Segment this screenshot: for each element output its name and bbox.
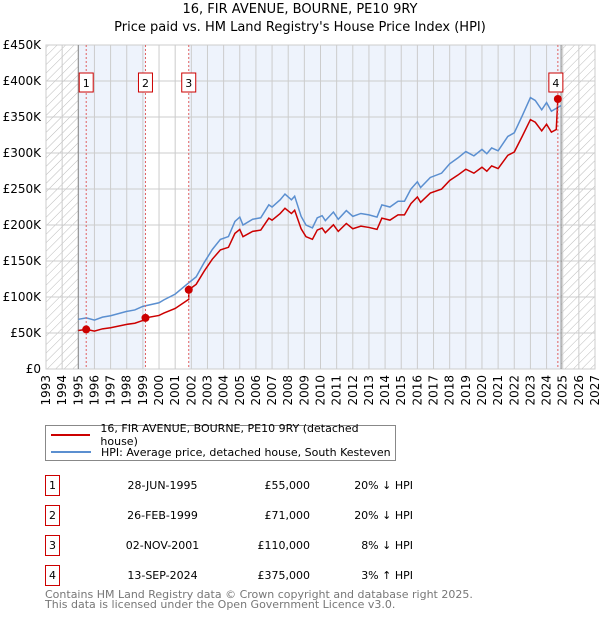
x-tick-label: 2017 xyxy=(427,375,441,406)
sale-hpi-diff: 8% ↓ HPI xyxy=(361,539,413,552)
x-tick-label: 2009 xyxy=(297,375,311,406)
x-tick-label: 2014 xyxy=(378,375,392,406)
sale-marker-label: 2 xyxy=(142,77,149,90)
x-tick-label: 2020 xyxy=(475,375,489,406)
x-tick-label: 2000 xyxy=(152,375,166,406)
sale-price: £110,000 xyxy=(257,539,311,552)
sale-marker-box xyxy=(137,72,153,93)
y-tick-label: £300K xyxy=(3,146,43,160)
x-tick-label: 2010 xyxy=(314,375,328,406)
sale-price: £71,000 xyxy=(264,509,311,522)
y-tick-label: £400K xyxy=(3,74,43,88)
x-tick-label: 2021 xyxy=(491,375,505,406)
y-tick-label: £50K xyxy=(10,326,42,340)
footer: Contains HM Land Registry data © Crown c… xyxy=(45,588,473,611)
y-tick-label: £350K xyxy=(3,110,43,124)
x-tick-label: 2012 xyxy=(346,375,360,406)
sale-price: £375,000 xyxy=(257,569,311,582)
y-tick-label: £100K xyxy=(3,290,43,304)
footer-line: Contains HM Land Registry data © Crown c… xyxy=(45,588,473,601)
sale-number: 2 xyxy=(45,505,60,526)
property-price-line xyxy=(78,96,562,332)
x-tick-label: 2019 xyxy=(459,375,473,406)
sale-marker-label: 3 xyxy=(185,77,192,90)
x-tick-label: 2022 xyxy=(507,375,521,406)
x-tick-label: 2004 xyxy=(217,375,231,406)
sale-marker-label: 4 xyxy=(552,77,559,90)
y-tick-label: £0 xyxy=(26,362,41,376)
x-tick-label: 2023 xyxy=(523,375,537,406)
sale-date: 13-SEP-2024 xyxy=(127,569,198,582)
legend-item-hpi: HPI: Average price, detached house, Sout… xyxy=(46,444,391,460)
shaded-period xyxy=(78,45,146,369)
plot-border xyxy=(45,44,596,370)
x-tick-label: 2026 xyxy=(572,375,586,406)
x-tick-label: 2005 xyxy=(233,375,247,406)
sale-date: 28-JUN-1995 xyxy=(127,479,198,492)
x-tick-label: 2001 xyxy=(168,375,182,406)
x-tick-label: 1995 xyxy=(71,375,85,406)
sale-marker-box xyxy=(181,72,197,93)
x-tick-label: 2002 xyxy=(184,375,198,406)
sale-point xyxy=(553,95,562,103)
sale-hpi-diff: 20% ↓ HPI xyxy=(354,509,413,522)
x-tick-label: 2008 xyxy=(281,375,295,406)
x-tick-label: 2027 xyxy=(588,375,600,406)
hpi-line xyxy=(78,96,562,321)
legend-label: 16, FIR AVENUE, BOURNE, PE10 9RY (detach… xyxy=(100,422,359,448)
footer-line: This data is licensed under the Open Gov… xyxy=(45,598,396,611)
x-tick-label: 2015 xyxy=(394,375,408,406)
legend-item-property: 16, FIR AVENUE, BOURNE, PE10 9RY (detach… xyxy=(46,422,395,448)
sale-point xyxy=(82,325,91,334)
legend-label: HPI: Average price, detached house, Sout… xyxy=(101,445,391,459)
sale-marker-box xyxy=(78,72,94,93)
x-tick-label: 2024 xyxy=(540,375,554,406)
x-tick-label: 2016 xyxy=(410,375,424,406)
x-tick-label: 2011 xyxy=(330,375,344,406)
x-tick-label: 1997 xyxy=(104,375,118,406)
x-tick-label: 2006 xyxy=(249,375,263,406)
sale-number: 1 xyxy=(45,475,60,496)
sale-date: 26-FEB-1999 xyxy=(127,509,198,522)
sale-point xyxy=(141,313,150,322)
x-tick-label: 2025 xyxy=(556,375,570,406)
x-tick-label: 1993 xyxy=(39,375,53,406)
sale-price: £55,000 xyxy=(264,479,311,492)
y-tick-label: £250K xyxy=(3,182,43,196)
chart-subtitle: Price paid vs. HM Land Registry's House … xyxy=(114,20,486,35)
legend: 16, FIR AVENUE, BOURNE, PE10 9RY (detach… xyxy=(45,422,396,461)
sale-number: 3 xyxy=(45,535,60,556)
x-tick-label: 1998 xyxy=(120,375,134,406)
shaded-period xyxy=(188,45,562,369)
y-tick-label: £450K xyxy=(3,38,43,52)
sale-marker-box xyxy=(548,72,564,93)
x-tick-label: 1996 xyxy=(87,375,101,406)
x-tick-label: 2007 xyxy=(265,375,279,406)
sale-hpi-diff: 20% ↓ HPI xyxy=(354,479,413,492)
y-tick-label: £200K xyxy=(3,218,43,232)
sale-marker-label: 1 xyxy=(83,77,90,90)
y-tick-label: £150K xyxy=(3,254,43,268)
sale-date: 02-NOV-2001 xyxy=(125,539,200,552)
sale-point xyxy=(184,285,193,294)
sale-number: 4 xyxy=(45,565,60,586)
x-tick-label: 2018 xyxy=(443,375,457,406)
sale-hpi-diff: 3% ↑ HPI xyxy=(361,569,413,582)
hatched-region-after xyxy=(561,45,595,369)
x-tick-label: 1999 xyxy=(136,375,150,406)
chart-title: 16, FIR AVENUE, BOURNE, PE10 9RY xyxy=(182,2,418,17)
price-chart: 1993 1994 1995 1996 1997 1998 1999 2000 2001 2002… xyxy=(3,38,600,406)
x-tick-label: 2013 xyxy=(362,375,376,406)
x-tick-label: 1994 xyxy=(55,375,69,406)
x-tick-label: 2003 xyxy=(200,375,214,406)
